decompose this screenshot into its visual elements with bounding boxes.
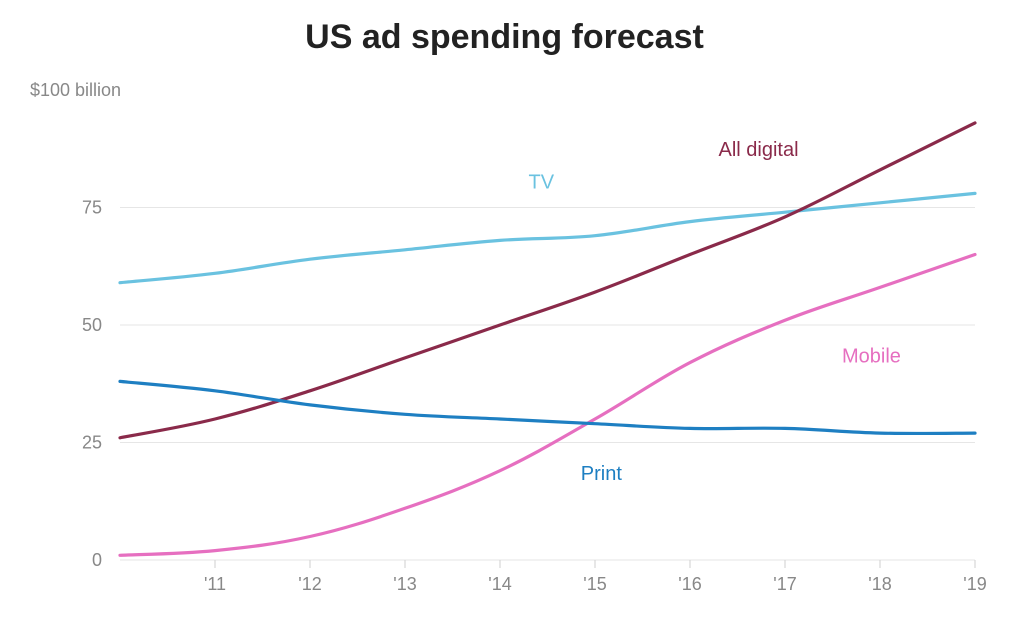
x-tick-label: '18: [868, 574, 891, 594]
ad-spending-chart: US ad spending forecast 0255075$100 bill…: [0, 0, 1009, 627]
x-tick-label: '15: [583, 574, 606, 594]
x-tick-label: '11: [204, 574, 226, 594]
x-tick-label: '19: [963, 574, 986, 594]
y-tick-label: 75: [82, 198, 102, 218]
x-tick-label: '16: [678, 574, 701, 594]
series-label-mobile: Mobile: [842, 346, 901, 368]
x-tick-label: '17: [773, 574, 796, 594]
y-tick-label: 0: [92, 550, 102, 570]
y-tick-label: 50: [82, 315, 102, 335]
y-tick-label: 25: [82, 433, 102, 453]
series-mobile: [120, 255, 975, 556]
series-label-tv: TV: [529, 172, 555, 194]
x-tick-label: '12: [298, 574, 321, 594]
y-top-label: $100 billion: [30, 80, 121, 100]
series-label-print: Print: [581, 463, 623, 485]
series-print: [120, 381, 975, 433]
series-tv: [120, 193, 975, 282]
series-all-digital: [120, 123, 975, 438]
chart-svg: 0 25 50 75 $100 billion '11 '12 '13 '14 '15 '16 '17…: [0, 0, 1009, 627]
x-tick-label: '13: [393, 574, 416, 594]
x-tick-label: '14: [488, 574, 511, 594]
series-label-all-digital: All digital: [719, 139, 799, 161]
